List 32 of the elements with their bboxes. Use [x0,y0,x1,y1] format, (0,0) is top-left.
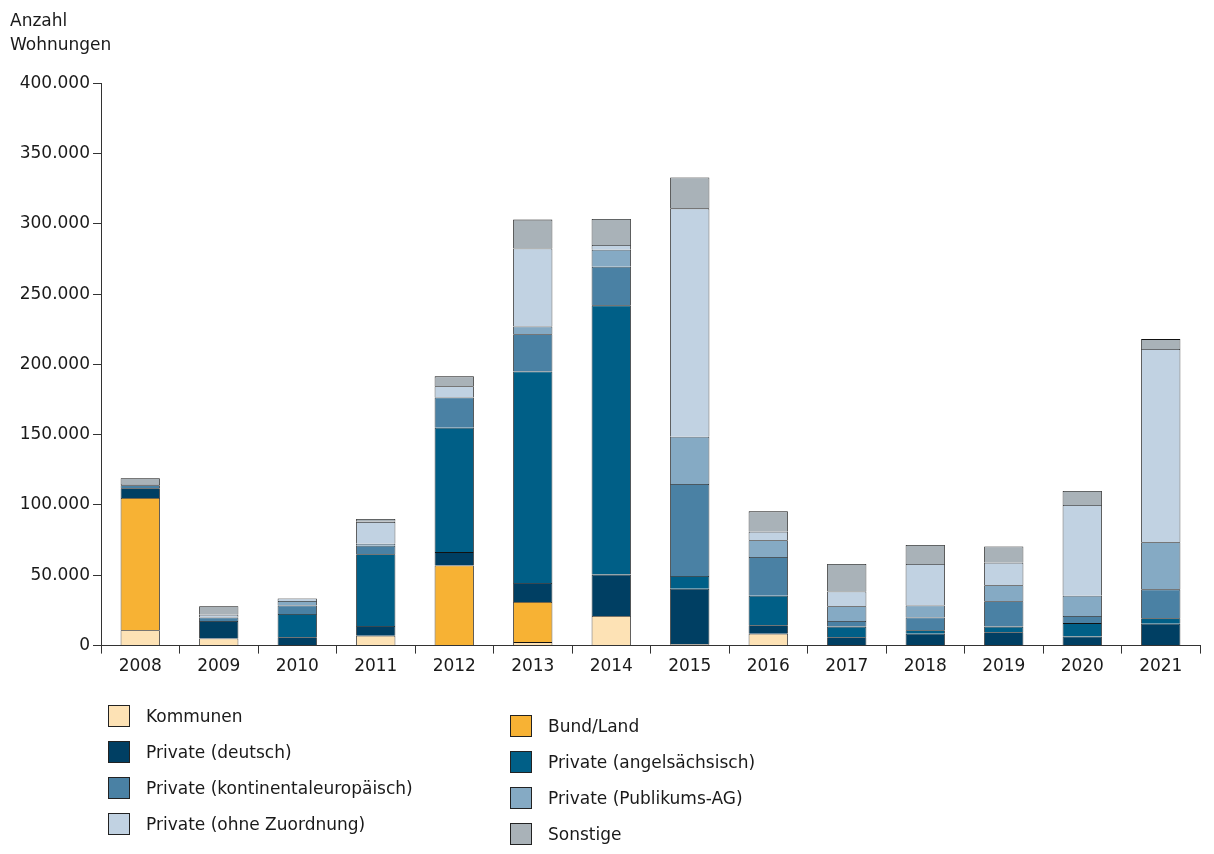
x-tick-label: 2009 [197,655,241,676]
legend-label: Private (Publikums-AG) [548,788,743,808]
y-tick-label: 350.000 [19,141,90,162]
x-tick-label: 2016 [746,655,790,676]
x-tick-label: 2015 [668,655,712,676]
x-tick-label: 2017 [825,655,869,676]
x-tick-label: 2011 [354,655,398,676]
y-tick-label: 250.000 [19,282,90,303]
x-tick-label: 2021 [1139,655,1183,676]
x-tick-label: 2020 [1060,655,1104,676]
y-tick-label: 100.000 [19,493,90,514]
legend-label: Private (ohne Zuordnung) [146,814,366,834]
y-axis-title: Anzahl Wohnungen [10,9,112,56]
legend-label: Bund/Land [548,716,640,736]
legend-label: Kommunen [146,706,243,726]
x-tick-label: 2014 [589,655,633,676]
legend-label: Private (kontinentaleuropäisch) [146,778,413,798]
y-tick-label: 300.000 [19,212,90,233]
legend-label: Sonstige [548,824,622,844]
x-tick-label: 2019 [982,655,1026,676]
legend-label: Private (angelsächsisch) [548,752,756,772]
x-tick-label: 2013 [511,655,555,676]
y-tick-label: 150.000 [19,423,90,444]
legend-label: Private (deutsch) [146,742,292,762]
x-tick-label: 2010 [275,655,319,676]
y-tick-label: 400.000 [19,71,90,92]
y-tick-label: 50.000 [30,563,90,584]
y-tick-label: 200.000 [19,352,90,373]
x-tick-label: 2012 [432,655,476,676]
x-tick-label: 2008 [118,655,162,676]
x-tick-label: 2018 [903,655,947,676]
y-tick-label: 0 [79,634,90,655]
